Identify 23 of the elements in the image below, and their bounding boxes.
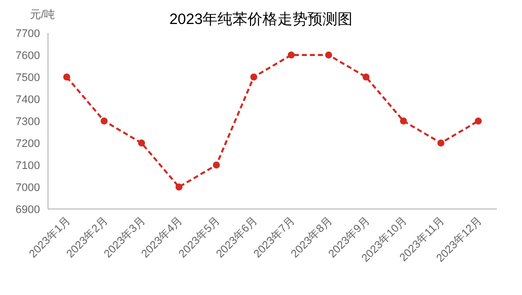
y-tick-label: 7100 — [16, 160, 40, 172]
y-tick-label: 7200 — [16, 138, 40, 150]
point — [325, 52, 332, 58]
point — [288, 52, 295, 58]
point — [212, 162, 220, 168]
y-axis-title: 元/吨 — [30, 8, 56, 21]
point — [250, 74, 258, 80]
point — [362, 74, 370, 80]
y-tick-label: 7300 — [16, 116, 40, 128]
chart-title: 2023年纯苯价格走势预测图 — [169, 11, 353, 28]
point — [100, 118, 108, 124]
point — [474, 118, 482, 124]
point — [138, 140, 146, 146]
y-tick-label: 7600 — [16, 50, 40, 62]
y-tick-label: 7500 — [16, 72, 40, 84]
y-tick-label: 7700 — [16, 28, 40, 40]
y-tick-label: 7400 — [16, 94, 40, 106]
point — [63, 74, 70, 80]
point — [175, 184, 182, 190]
y-tick-label: 6900 — [16, 204, 40, 216]
y-tick-label: 7000 — [16, 182, 40, 194]
point — [437, 140, 444, 146]
point — [400, 118, 407, 124]
